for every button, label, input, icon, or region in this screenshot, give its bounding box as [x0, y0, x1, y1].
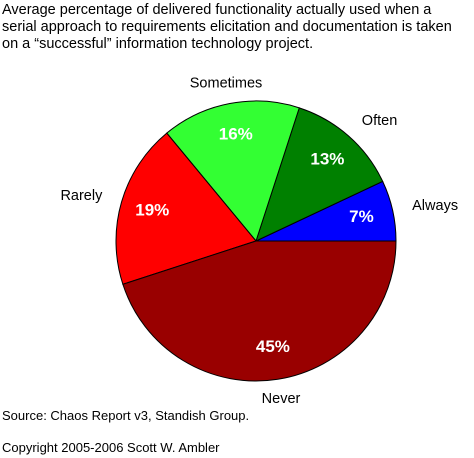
pie-slice — [122, 240, 397, 382]
category-label: Rarely — [60, 188, 103, 204]
value-label: 16% — [219, 124, 253, 143]
chart-title: Average percentage of delivered function… — [2, 2, 452, 52]
value-label: 19% — [135, 200, 169, 219]
copyright-note: Copyright 2005-2006 Scott W. Ambler — [2, 440, 220, 455]
value-label: 13% — [310, 149, 344, 168]
category-label: Sometimes — [190, 76, 263, 92]
source-note: Source: Chaos Report v3, Standish Group. — [2, 408, 250, 423]
pie-slice — [255, 107, 384, 242]
category-label: Never — [262, 391, 301, 407]
pie-slice — [166, 100, 300, 243]
value-label: 7% — [349, 207, 374, 226]
category-label: Often — [362, 113, 397, 129]
value-label: 45% — [256, 337, 290, 356]
category-label: Always — [412, 198, 458, 214]
pie-slice — [115, 132, 257, 285]
